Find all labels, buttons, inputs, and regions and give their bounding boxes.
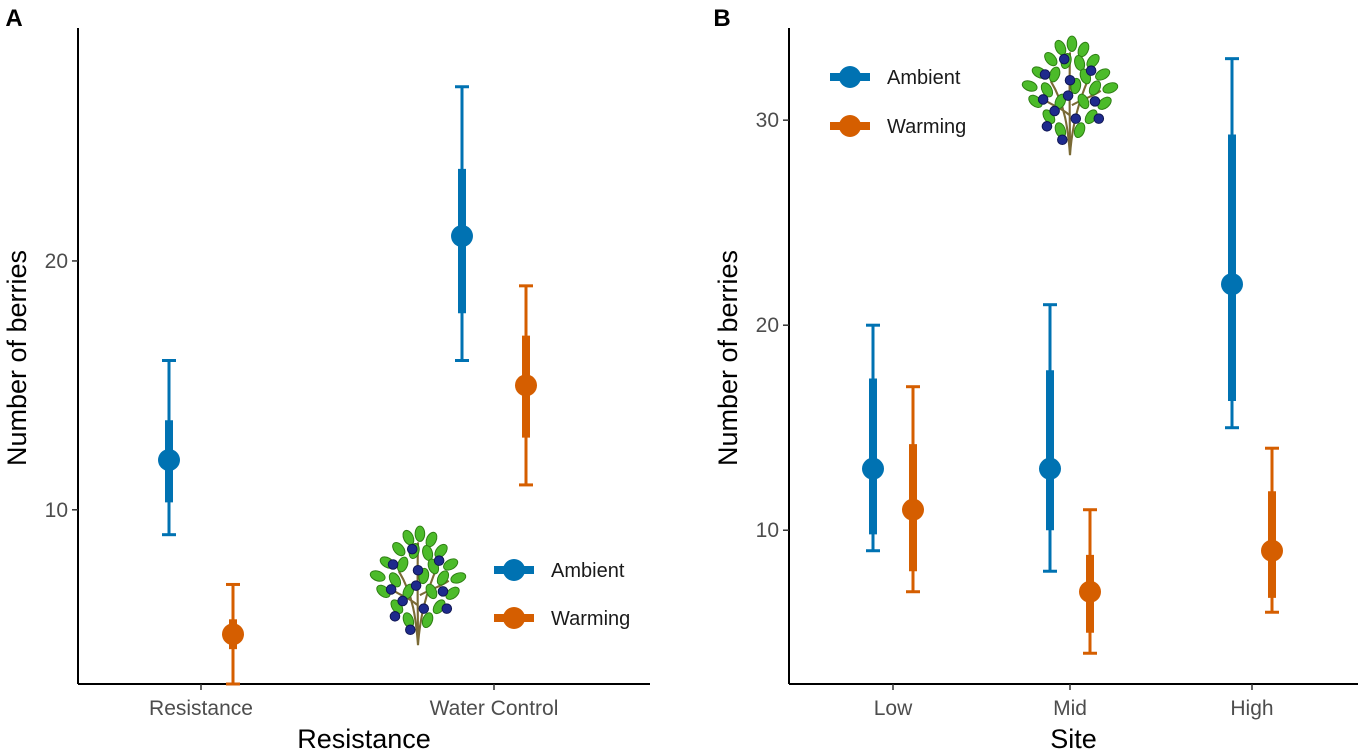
legend-label: Warming	[887, 116, 966, 138]
mean-point	[862, 457, 884, 480]
x-tick-label-resistance: Resistance	[149, 697, 253, 720]
point-warming-resistance	[222, 582, 244, 686]
legend-key-point	[839, 115, 861, 137]
legend-label: Ambient	[551, 560, 625, 582]
panel-b: B 10 20 30 Low Mid High Site Number of berries Am…	[713, 5, 1358, 750]
x-tick-label-water-control: Water Control	[430, 697, 559, 720]
mean-point	[158, 449, 180, 472]
y-tick-label: 30	[756, 109, 779, 132]
y-axis-title: Number of berries	[713, 250, 743, 466]
y-tick-label: 20	[756, 314, 779, 337]
legend-entry-ambient: Ambient	[494, 559, 625, 582]
point-ambient-mid	[1039, 303, 1061, 573]
legend-key-point	[503, 607, 525, 629]
panel-label: B	[713, 5, 730, 32]
y-tick-label: 10	[45, 499, 68, 522]
legend-label: Warming	[551, 608, 630, 630]
legend: Ambient Warming	[830, 66, 966, 138]
mean-point	[1221, 273, 1243, 296]
legend-label: Ambient	[887, 67, 961, 89]
mean-point	[1079, 580, 1101, 603]
point-ambient-low	[862, 323, 884, 553]
mean-point	[902, 498, 924, 521]
mean-point	[451, 225, 473, 248]
mean-point	[222, 623, 244, 646]
point-warming-low	[902, 385, 924, 594]
point-warming-high	[1261, 446, 1283, 614]
legend-key-point	[503, 559, 525, 581]
blueberry-bush-icon	[367, 525, 469, 647]
y-tick-label: 20	[45, 250, 68, 273]
mean-point	[1039, 457, 1061, 480]
y-axis-title: Number of berries	[2, 250, 32, 466]
point-ambient-water-control	[451, 85, 473, 362]
legend-entry-warming: Warming	[494, 607, 630, 630]
legend-key-point	[839, 66, 861, 88]
point-warming-water-control	[515, 284, 537, 487]
x-axis-title: Resistance	[297, 724, 431, 750]
legend-entry-ambient: Ambient	[830, 66, 961, 89]
point-ambient-high	[1221, 57, 1243, 430]
legend: Ambient Warming	[494, 559, 630, 630]
x-tick-label-mid: Mid	[1053, 697, 1087, 720]
y-tick-label: 10	[756, 519, 779, 542]
blueberry-bush-icon	[1019, 35, 1121, 157]
legend-entry-warming: Warming	[830, 115, 966, 138]
point-warming-mid	[1079, 508, 1101, 655]
panel-a: A 10 20 Resistance Water Control Resistance Nu…	[2, 5, 650, 750]
panel-label: A	[5, 5, 22, 32]
mean-point	[1261, 539, 1283, 562]
x-tick-label-low: Low	[874, 697, 913, 720]
point-ambient-resistance	[158, 358, 180, 537]
x-tick-label-high: High	[1230, 697, 1273, 720]
mean-point	[515, 374, 537, 397]
x-axis-title: Site	[1050, 724, 1097, 750]
